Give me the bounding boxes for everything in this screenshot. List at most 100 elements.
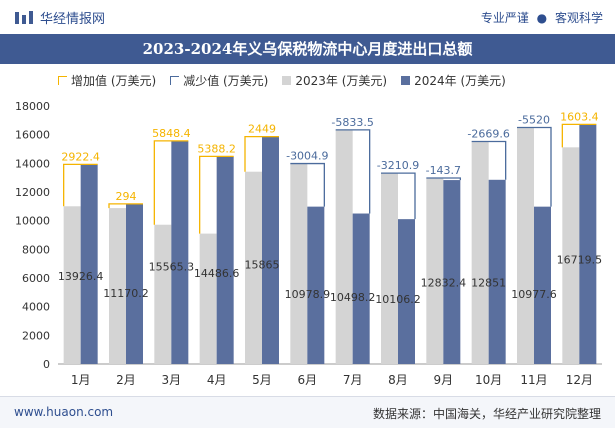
slogan: 专业严谨 ● 客观科学 [477,9,603,26]
change-bracket-6 [290,162,325,207]
bar-2024-11 [534,206,551,364]
bar-2023-7 [335,129,353,364]
legend-increase: 增加值 (万美元) [58,72,156,89]
bar-2024-label-11: 10977.6 [511,288,557,301]
bar-2024-label-6: 10978.9 [285,288,331,301]
bar-2024-12 [579,124,597,364]
legend-decrease-label: 减少值 (万美元) [183,74,269,88]
legend-increase-label: 增加值 (万美元) [71,74,157,88]
x-tick-label-2: 2月 [116,373,136,387]
change-label-1: 2922.4 [61,150,100,163]
bar-2024-7 [352,213,370,364]
bar-2024-1 [80,164,98,364]
change-label-3: 5848.4 [152,127,191,140]
bar-2023-3 [154,224,172,364]
y-tick-label-5: 10000 [15,215,50,228]
slogan-part-1: 专业严谨 [480,11,529,25]
bar-2023-5 [245,171,262,364]
legend: 增加值 (万美元) 减少值 (万美元) 2023年 (万美元) 2024年 (万… [58,72,520,89]
y-tick-label-1: 2000 [22,329,50,342]
bar-2023-1 [63,206,81,364]
change-bracket-12 [561,123,597,148]
footer: www.huaon.com 数据来源：中国海关，华经产业研究院整理 [0,396,615,428]
bar-2024-label-4: 14486.6 [194,267,240,280]
brand-name: 华经情报网 [40,12,106,27]
bar-2023-8 [381,173,398,364]
bar-2023-4 [199,233,217,364]
bar-2024-6 [307,206,325,364]
footer-source: 数据来源：中国海关，华经产业研究院整理 [372,407,601,421]
change-bracket-3 [153,140,189,225]
change-label-5: 2449 [248,123,276,136]
legend-2023: 2023年 (万美元) [282,72,387,89]
bar-2024-2 [126,203,143,364]
y-tick-label-7: 14000 [15,157,50,170]
bar-2024-3 [171,140,189,364]
change-bracket-7 [335,129,371,214]
change-label-9: -143.7 [426,164,461,177]
bar-2024-4 [216,156,234,364]
legend-decrease: 减少值 (万美元) [170,72,268,89]
change-bracket-1 [63,163,98,207]
bar-2024-label-12: 16719.5 [557,253,603,266]
change-label-6: -3004.9 [286,150,328,163]
legend-2024-label: 2024年 (万美元) [414,74,506,88]
y-tick-label-4: 8000 [22,243,50,256]
top-bar: 华经情报网 专业严谨 ● 客观科学 [0,0,615,34]
slogan-separator: ● [536,11,548,25]
change-bracket-10 [471,140,507,180]
bar-2024-9 [443,180,461,364]
bar-2024-label-8: 10106.2 [375,293,421,306]
bar-2023-10 [471,141,489,364]
y-tick-label-6: 12000 [15,186,50,199]
legend-increase-swatch [58,76,67,85]
change-bracket-8 [381,172,416,220]
change-label-10: -2669.6 [467,128,509,141]
change-label-7: -5833.5 [331,116,373,129]
bar-2023-11 [517,127,534,365]
slogan-part-2: 客观科学 [554,11,603,25]
bar-2024-label-9: 12832.4 [421,277,467,290]
change-label-4: 5388.2 [197,142,236,155]
x-tick-label-10: 10月 [475,373,502,387]
bar-2024-label-3: 15565.3 [149,260,195,273]
bar-2024-5 [262,136,279,364]
bar-chart: 0 2000 4000 6000 8000 10000 12000 14000 16000 180… [15,100,603,387]
bar-2024-label-5: 15865 [245,258,280,271]
bar-2024-8 [398,219,415,364]
legend-2023-swatch [282,76,292,85]
change-bracket-2 [108,203,143,209]
legend-2024-swatch [401,76,411,85]
x-tick-label-1: 1月 [71,373,91,387]
x-tick-label-8: 8月 [388,373,408,387]
y-tick-label-0: 0 [43,358,50,371]
change-label-12: 1603.4 [560,110,599,123]
logo-icon [15,10,33,24]
x-tick-label-11: 11月 [520,373,547,387]
bar-2024-10 [488,179,506,364]
x-tick-label-6: 6月 [298,373,318,387]
chart-title: 2023-2024年义乌保税物流中心月度进出口总额 [0,34,615,64]
x-tick-label-3: 3月 [162,373,182,387]
footer-website: www.huaon.com [14,405,114,419]
legend-2023-label: 2023年 (万美元) [295,74,388,88]
bar-2023-12 [562,147,580,364]
bar-2024-label-2: 11170.2 [103,287,149,300]
bar-2024-label-7: 10498.2 [330,291,376,304]
bar-2023-2 [109,208,126,364]
change-label-8: -3210.9 [377,159,419,172]
bar-2024-label-10: 12851 [471,277,506,290]
bar-2023-6 [290,163,308,364]
legend-2024: 2024年 (万美元) [401,72,506,89]
x-tick-label-7: 7月 [343,373,363,387]
x-tick-label-5: 5月 [252,373,272,387]
x-tick-label-9: 9月 [434,373,454,387]
change-label-2: 294 [116,190,137,203]
y-tick-label-8: 16000 [15,129,50,142]
x-tick-label-12: 12月 [566,373,593,387]
y-tick-label-3: 6000 [22,272,50,285]
x-tick-label-4: 4月 [207,373,227,387]
y-tick-label-9: 18000 [15,100,50,113]
change-bracket-11 [517,126,552,207]
